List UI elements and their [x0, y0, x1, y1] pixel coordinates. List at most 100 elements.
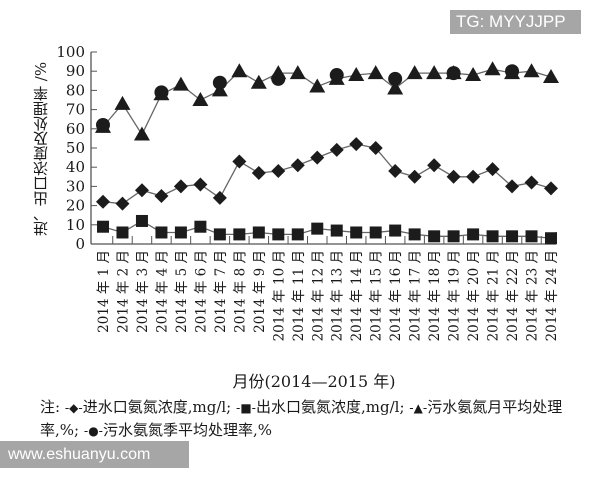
square-marker	[252, 226, 265, 239]
x-tick-label: 2014 年 6 月	[193, 250, 209, 333]
square-marker	[135, 214, 148, 227]
square-marker	[525, 230, 538, 243]
diamond-marker	[251, 165, 266, 180]
diamond-marker	[96, 194, 110, 209]
triangle-marker	[406, 65, 423, 80]
legend: 注: -◆-进水口氨氮浓度,mg/l; -■-出水口氨氮浓度,mg/l; -▲-…	[40, 396, 580, 442]
x-tick-label: 2014 年 21 月	[486, 250, 502, 341]
y-tick-label: 10	[66, 216, 85, 234]
triangle-marker	[250, 74, 267, 89]
triangle-marker	[465, 67, 482, 82]
diamond-marker	[349, 137, 364, 152]
x-tick-label: 2014 年 7 月	[213, 250, 229, 333]
x-axis-label: 月份(2014—2015 年)	[232, 372, 396, 391]
square-marker	[233, 228, 246, 241]
legend-item-monthly-rate: 污水氨氮月平均处理率,%;	[40, 398, 563, 439]
y-tick-label: 40	[66, 158, 85, 176]
square-marker	[330, 224, 343, 237]
x-tick-label: 2014 年 24 月	[544, 250, 560, 341]
diamond-marker	[368, 141, 383, 155]
square-marker	[350, 226, 363, 239]
series-line	[102, 220, 552, 239]
circle-marker	[96, 117, 110, 132]
y-tick-label: 50	[66, 139, 85, 157]
x-tick-label: 2014 年 12 月	[310, 250, 326, 341]
square-icon: -■-	[236, 401, 257, 415]
square-marker	[389, 224, 402, 237]
x-tick-label: 2014 年 9 月	[252, 250, 268, 333]
diamond-marker	[466, 169, 481, 184]
triangle-icon: -▲-	[409, 401, 428, 415]
triangle-marker	[231, 63, 248, 78]
diamond-marker	[154, 189, 169, 203]
square-marker	[506, 230, 519, 243]
square-marker	[447, 230, 460, 243]
x-tick-label: 2014 年 22 月	[505, 250, 521, 341]
square-marker	[545, 232, 557, 245]
y-tick-label: 90	[66, 62, 85, 80]
x-tick-label: 2014 年 18 月	[427, 250, 443, 341]
x-tick-label: 2014 年 23 月	[525, 250, 541, 341]
square-marker	[116, 226, 129, 239]
circle-marker	[388, 71, 403, 86]
square-marker	[408, 228, 421, 241]
triangle-marker	[543, 68, 559, 83]
diamond-marker	[544, 181, 558, 196]
triangle-marker	[426, 65, 443, 80]
legend-item-quarterly-rate: 污水氨氮季平均处理率,%	[103, 421, 273, 439]
circle-marker	[329, 68, 344, 83]
x-tick-label: 2014 年 3 月	[135, 250, 151, 333]
square-marker	[486, 230, 499, 243]
y-tick-label: 20	[66, 197, 85, 215]
x-tick-label: 2014 年 11 月	[291, 250, 307, 341]
x-tick-label: 2014 年 10 月	[271, 250, 287, 341]
diamond-marker	[524, 175, 539, 190]
square-marker	[174, 226, 187, 239]
circle-marker	[271, 71, 286, 86]
x-tick-label: 2014 年 8 月	[232, 250, 248, 333]
diamond-marker	[310, 150, 325, 165]
circle-marker	[505, 64, 520, 79]
triangle-marker	[192, 92, 209, 106]
diamond-marker	[407, 169, 422, 184]
triangle-marker	[289, 65, 306, 80]
diamond-marker	[290, 158, 305, 173]
diamond-marker	[173, 179, 188, 194]
triangle-marker	[348, 67, 365, 82]
y-tick-label: 100	[56, 43, 85, 61]
diamond-marker	[388, 164, 403, 179]
x-tick-label: 2014 年 13 月	[330, 250, 346, 341]
square-marker	[467, 228, 480, 241]
diamond-marker	[485, 162, 500, 177]
square-marker	[369, 226, 382, 239]
diamond-marker	[446, 169, 461, 184]
square-marker	[155, 226, 168, 239]
square-marker	[428, 230, 441, 243]
diamond-marker	[505, 179, 520, 194]
square-marker	[272, 228, 285, 241]
y-tick-label: 60	[66, 120, 85, 138]
watermark-bottom: www.eshuanyu.com	[0, 441, 189, 468]
diamond-marker	[212, 190, 227, 205]
square-marker	[97, 220, 109, 233]
x-tick-label: 2014 年 1 月	[96, 250, 112, 333]
triangle-marker	[387, 80, 404, 95]
circle-marker	[212, 75, 227, 90]
legend-prefix: 注:	[40, 398, 61, 416]
x-tick-label: 2014 年 5 月	[174, 250, 190, 333]
circle-marker	[154, 85, 169, 100]
x-tick-label: 2014 年 4 月	[154, 250, 170, 333]
y-tick-label: 70	[66, 101, 85, 119]
y-tick-label: 80	[66, 81, 85, 99]
y-tick-label: 0	[75, 235, 85, 253]
triangle-marker	[523, 63, 540, 78]
x-tick-label: 2014 年 14 月	[349, 250, 365, 341]
legend-item-influent: 进水口氨氮浓度,mg/l;	[82, 398, 232, 416]
triangle-marker	[114, 95, 131, 110]
triangle-marker	[172, 76, 189, 91]
diamond-marker	[427, 158, 442, 173]
diamond-marker	[232, 154, 247, 169]
x-tick-label: 2014 年 20 月	[466, 250, 482, 341]
square-marker	[311, 222, 324, 235]
